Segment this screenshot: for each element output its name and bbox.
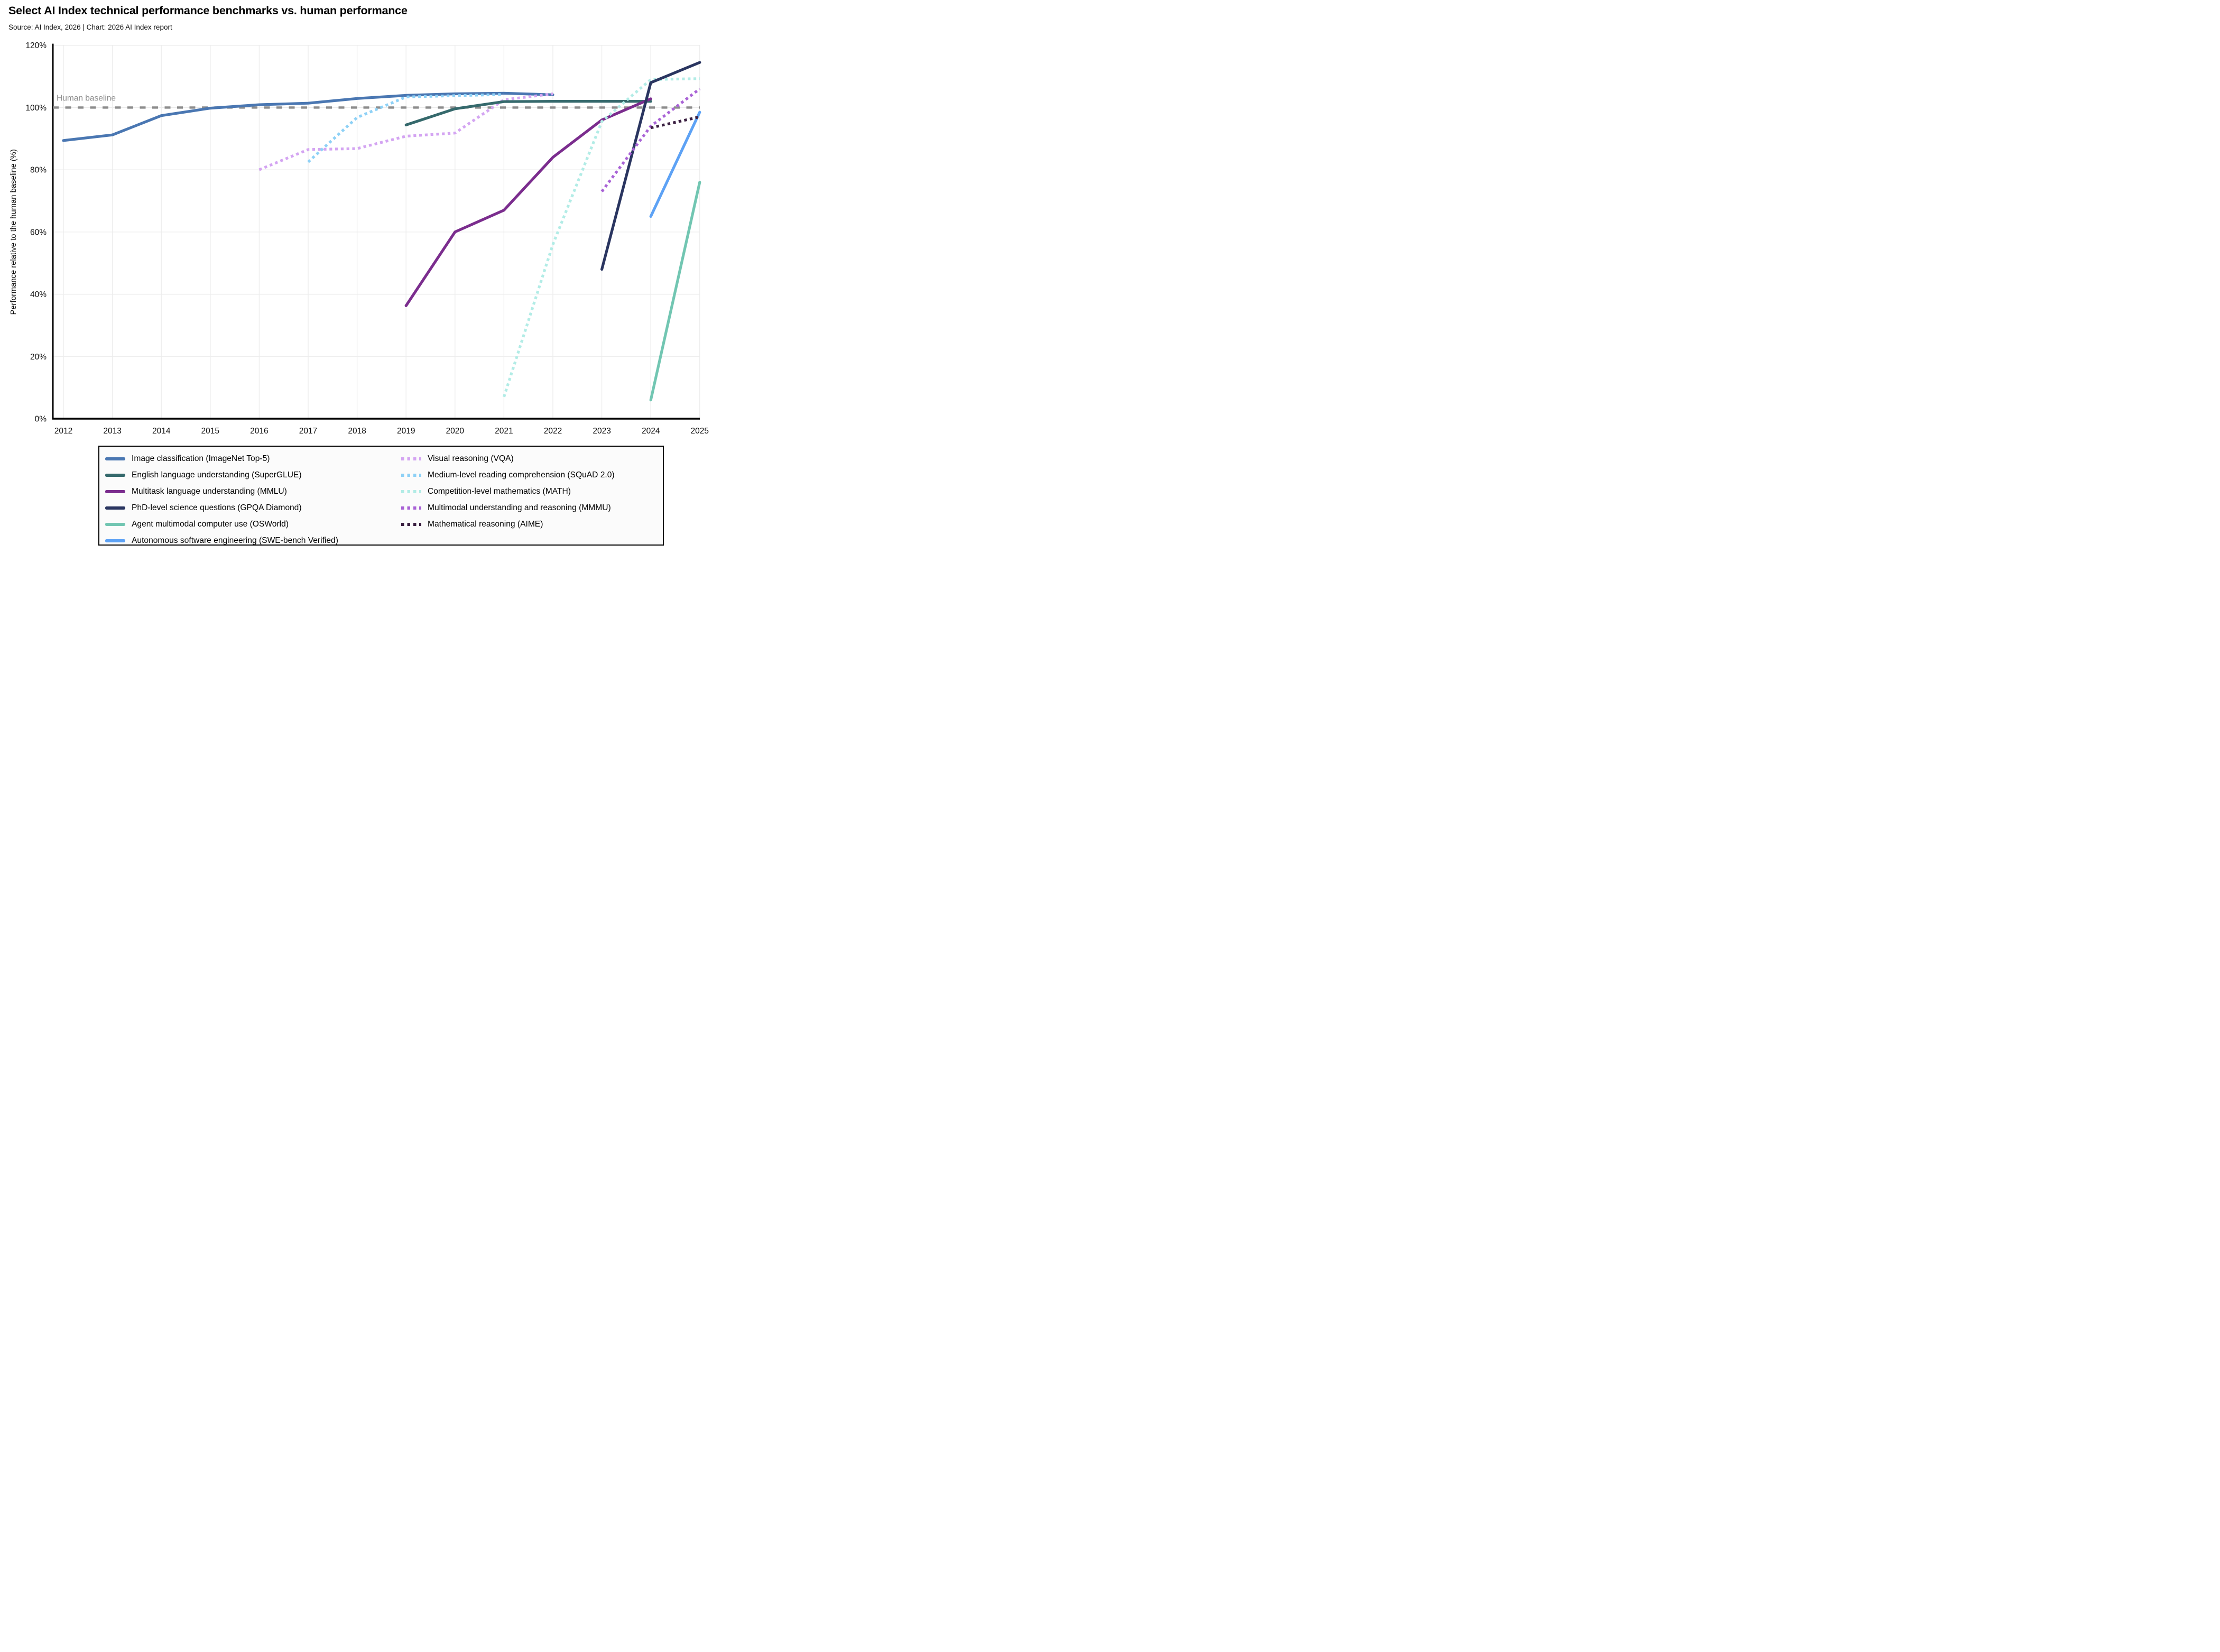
legend-swatch-dotted-line — [401, 490, 421, 493]
legend-label: Multimodal understanding and reasoning (… — [428, 503, 611, 512]
legend-label: Visual reasoning (VQA) — [428, 454, 514, 463]
legend-swatch-dotted-line — [401, 522, 421, 526]
x-tick-label: 2018 — [348, 427, 366, 436]
legend-swatch-solid-line — [105, 457, 125, 460]
legend-swatch-dotted-line — [401, 506, 421, 510]
legend-item: Agent multimodal computer use (OSWorld) — [105, 519, 401, 530]
x-tick-label: 2025 — [691, 427, 709, 436]
legend-label: Multitask language understanding (MMLU) — [132, 486, 287, 496]
y-tick-label: 80% — [30, 166, 47, 175]
legend-column-right: Visual reasoning (VQA) Medium-level readi… — [401, 453, 663, 547]
y-tick-label: 60% — [30, 228, 47, 237]
legend-item: Autonomous software engineering (SWE-ben… — [105, 535, 401, 547]
y-tick-label: 0% — [35, 415, 47, 424]
y-tick-label: 120% — [25, 41, 47, 50]
legend-item: Competition-level mathematics (MATH) — [401, 486, 663, 497]
legend-item: Multitask language understanding (MMLU) — [105, 486, 401, 497]
series-line-6 — [649, 110, 701, 218]
legend-label: Medium-level reading comprehension (SQuA… — [428, 470, 615, 479]
legend-label: Competition-level mathematics (MATH) — [428, 486, 571, 496]
legend-swatch-dotted-line — [401, 457, 421, 460]
x-tick-label: 2022 — [544, 427, 562, 436]
x-tick-label: 2023 — [593, 427, 610, 436]
legend-item: Visual reasoning (VQA) — [401, 453, 663, 465]
benchmark-line-chart: Human baseline 0% 20% 40% 60% 80% 100% 120% 2012… — [10, 41, 709, 436]
legend-column-left: Image classification (ImageNet Top-5) Eng… — [105, 453, 401, 547]
series-line-4 — [600, 61, 701, 271]
legend-item: Medium-level reading comprehension (SQuA… — [401, 469, 663, 481]
y-tick-label: 100% — [25, 104, 47, 113]
legend-swatch-dotted-line — [401, 473, 421, 477]
legend-item: English language understanding (SuperGLU… — [105, 469, 401, 481]
chart-figure: Select AI Index technical performance be… — [0, 0, 740, 551]
x-tick-label: 2015 — [201, 427, 219, 436]
legend-item: Image classification (ImageNet Top-5) — [105, 453, 401, 465]
legend-item: Mathematical reasoning (AIME) — [401, 519, 663, 530]
legend-swatch-solid-line — [105, 539, 125, 542]
series-line-8 — [307, 93, 504, 163]
x-tick-label: 2020 — [446, 427, 465, 436]
legend-swatch-solid-line — [105, 506, 125, 510]
x-tick-label: 2021 — [495, 427, 513, 436]
x-tick-label: 2013 — [103, 427, 121, 436]
x-tick-label: 2012 — [54, 427, 72, 436]
x-tick-label: 2014 — [152, 427, 171, 436]
legend-label: English language understanding (SuperGLU… — [132, 470, 302, 479]
human-baseline-label: Human baseline — [57, 94, 116, 103]
y-axis-title: Performance relative to the human baseli… — [10, 149, 18, 315]
x-tick-label: 2017 — [299, 427, 317, 436]
series-line-5 — [649, 181, 701, 402]
legend-item: PhD-level science questions (GPQA Diamon… — [105, 502, 401, 514]
legend-swatch-solid-line — [105, 473, 125, 477]
legend-label: Image classification (ImageNet Top-5) — [132, 454, 270, 463]
series-line-1 — [62, 91, 554, 142]
legend: Image classification (ImageNet Top-5) Eng… — [98, 446, 664, 546]
series-line-11 — [650, 115, 700, 130]
page-title: Select AI Index technical performance be… — [8, 4, 408, 17]
legend-label: Agent multimodal computer use (OSWorld) — [132, 519, 289, 529]
series-line-10 — [600, 88, 701, 192]
series-line-7 — [258, 92, 553, 171]
series-line-3 — [404, 97, 652, 307]
legend-swatch-solid-line — [105, 490, 125, 493]
legend-swatch-solid-line — [105, 522, 125, 526]
y-tick-label: 40% — [30, 290, 47, 299]
legend-item: Multimodal understanding and reasoning (… — [401, 502, 663, 514]
legend-label: PhD-level science questions (GPQA Diamon… — [132, 503, 302, 512]
y-tick-label: 20% — [30, 353, 47, 362]
chart-source-caption: Source: AI Index, 2026 | Chart: 2026 AI … — [8, 23, 172, 31]
x-tick-label: 2016 — [250, 427, 268, 436]
legend-label: Autonomous software engineering (SWE-ben… — [132, 536, 338, 545]
legend-label: Mathematical reasoning (AIME) — [428, 519, 543, 529]
x-tick-label: 2024 — [642, 427, 660, 436]
series-line-9 — [502, 77, 700, 398]
x-tick-label: 2019 — [397, 427, 415, 436]
series-line-2 — [404, 100, 652, 126]
